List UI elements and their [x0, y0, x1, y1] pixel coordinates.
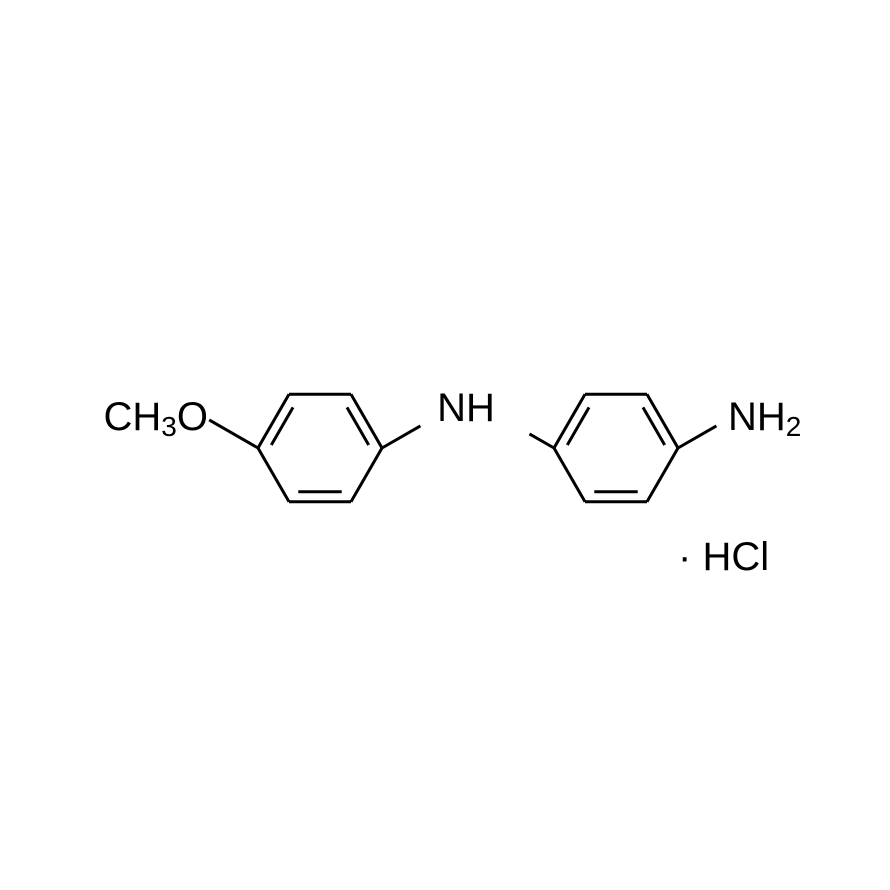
bond	[347, 407, 369, 445]
bond	[567, 407, 589, 445]
label-ch3o: CH3O	[104, 395, 208, 442]
bond	[382, 426, 420, 448]
label-nh2: NH2	[728, 395, 801, 442]
bond	[351, 448, 382, 502]
bond	[678, 426, 716, 448]
bond	[209, 420, 258, 448]
label-nh: NH	[437, 386, 495, 430]
bond	[271, 407, 293, 445]
bond	[554, 448, 585, 502]
label-hcl: · HCl	[678, 535, 769, 579]
bond	[643, 407, 665, 445]
bond	[647, 448, 678, 502]
bond	[258, 448, 289, 502]
molecule-diagram: CH3O NH NH2 · HCl	[0, 0, 890, 890]
bond	[529, 434, 554, 448]
